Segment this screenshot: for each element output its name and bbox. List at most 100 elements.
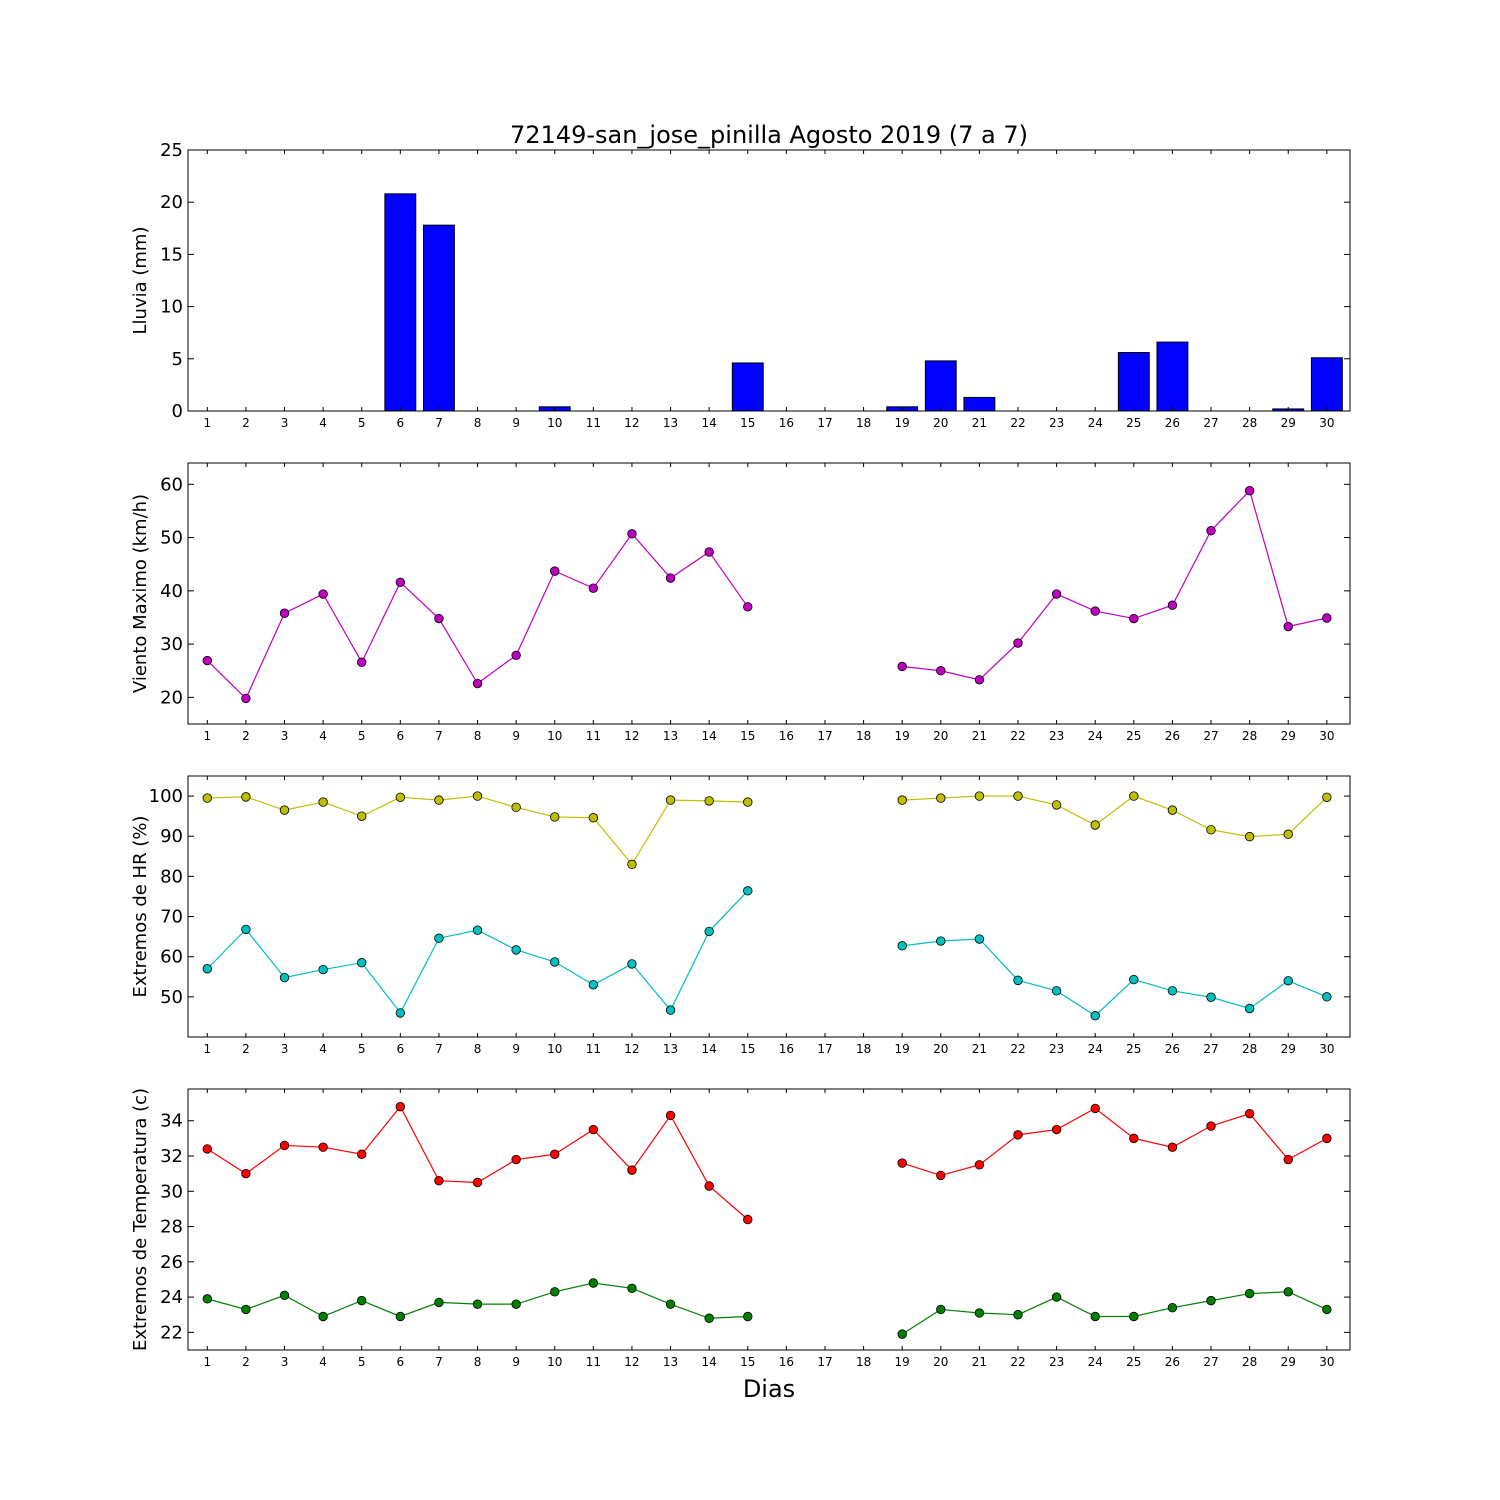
x-tick-label: 17 [817, 729, 832, 743]
y-tick-label: 25 [160, 140, 183, 161]
point-day-1 [202, 655, 213, 666]
series-1 [202, 791, 1332, 870]
x-tick-label: 6 [397, 729, 405, 743]
series-line [901, 1291, 1328, 1335]
point-day-28 [1244, 1288, 1255, 1299]
series-line [902, 1107, 1328, 1177]
point-day-21 [974, 934, 985, 944]
x-tick-label: 7 [435, 1355, 443, 1369]
x-tick-label: 25 [1126, 729, 1141, 743]
x-tick-label: 10 [547, 416, 562, 430]
x-tick-label: 15 [740, 1042, 755, 1056]
panel-2: 1 2 3 4 5 6 7 8 9 10 11 12 13 14 15 16 17 18 19 20 21 22 23 24 2… [130, 462, 1351, 743]
chart-title: 72149-san_jose_pinilla Agosto 2019 (7 a … [510, 121, 1028, 149]
x-tick-label: 5 [358, 729, 366, 743]
point-day-24 [1090, 1311, 1100, 1322]
series-line [902, 489, 1327, 681]
point-day-14 [704, 1313, 714, 1323]
point-day-30 [1322, 613, 1332, 623]
point-day-7 [434, 1297, 444, 1308]
point-day-11 [588, 980, 599, 990]
y-tick-label: 0 [172, 401, 183, 422]
point-day-26 [1167, 986, 1178, 996]
y-tick-label: 32 [160, 1146, 183, 1167]
point-day-21 [974, 1308, 985, 1318]
point-day-27 [1206, 1121, 1216, 1131]
point-day-1 [202, 793, 213, 803]
x-tick-label: 20 [933, 416, 948, 430]
series-line [207, 795, 748, 866]
point-day-8 [472, 1177, 483, 1188]
x-tick-label: 1 [203, 1355, 211, 1369]
y-tick-label: 26 [160, 1252, 183, 1273]
point-day-20 [936, 1304, 946, 1315]
point-day-20 [936, 793, 946, 803]
x-tick-label: 22 [1010, 416, 1025, 430]
point-day-15 [743, 602, 753, 612]
series-1 [202, 1101, 1332, 1225]
bar-day-25 [1117, 352, 1150, 412]
panel-3: 1 2 3 4 5 6 7 8 9 10 11 12 13 14 15 16 17 18 19 20 21 22 23 24 2… [130, 775, 1351, 1056]
x-tick-label: 26 [1165, 1042, 1180, 1056]
series-2 [202, 886, 1332, 1021]
point-day-22 [1013, 975, 1023, 986]
x-tick-label: 24 [1088, 416, 1103, 430]
point-day-19 [897, 1158, 907, 1168]
y-axis-label: Extremos de HR (%) [130, 816, 151, 998]
point-day-5 [357, 811, 367, 821]
x-tick-label: 28 [1242, 729, 1257, 743]
x-tick-label: 5 [358, 1355, 366, 1369]
x-tick-label: 29 [1281, 1355, 1296, 1369]
y-tick-label: 60 [160, 474, 183, 495]
point-day-29 [1283, 621, 1293, 632]
y-tick-label: 40 [160, 581, 183, 602]
y-tick-label: 30 [160, 1181, 183, 1202]
x-tick-label: 18 [856, 729, 871, 743]
point-day-8 [472, 925, 483, 935]
point-day-26 [1167, 1142, 1178, 1152]
x-tick-label: 21 [972, 1355, 987, 1369]
x-tick-label: 4 [319, 416, 327, 430]
x-tick-label: 19 [895, 1042, 910, 1056]
y-tick-label: 80 [160, 866, 183, 887]
x-tick-label: 27 [1203, 1042, 1218, 1056]
point-day-12 [627, 859, 637, 870]
x-tick-label: 21 [972, 416, 987, 430]
point-day-5 [357, 1295, 367, 1306]
point-day-12 [627, 1165, 637, 1175]
x-tick-label: 19 [895, 1355, 910, 1369]
x-tick-label: 27 [1203, 729, 1218, 743]
x-tick-label: 8 [474, 729, 482, 743]
point-day-9 [511, 802, 521, 813]
y-axis-label: Extremos de Temperatura (c) [130, 1088, 151, 1351]
point-day-3 [279, 608, 290, 618]
point-day-23 [1051, 986, 1062, 996]
x-tick-label: 9 [512, 1042, 520, 1056]
series-line [206, 1105, 749, 1220]
series-1 [202, 486, 1332, 704]
point-day-4 [318, 1311, 328, 1322]
point-day-8 [472, 678, 483, 689]
point-day-14 [704, 796, 714, 806]
point-day-10 [550, 957, 560, 967]
x-tick-label: 11 [586, 1042, 601, 1056]
point-day-27 [1206, 525, 1216, 536]
point-day-24 [1090, 820, 1100, 830]
point-day-21 [974, 675, 985, 685]
y-tick-label: 22 [160, 1322, 183, 1343]
point-day-30 [1322, 1133, 1332, 1144]
x-tick-label: 21 [972, 1042, 987, 1056]
x-tick-label: 25 [1126, 1042, 1141, 1056]
point-day-2 [241, 792, 251, 802]
y-tick-label: 15 [160, 244, 183, 265]
x-tick-label: 3 [281, 1355, 289, 1369]
point-day-27 [1206, 992, 1216, 1002]
point-day-28 [1244, 486, 1255, 496]
x-tick-label: 13 [663, 1355, 678, 1369]
x-tick-label: 11 [586, 729, 601, 743]
x-tick-label: 16 [779, 416, 794, 430]
point-day-22 [1013, 1310, 1023, 1320]
x-tick-label: 1 [203, 729, 211, 743]
x-tick-label: 17 [817, 416, 832, 430]
point-day-26 [1167, 805, 1178, 815]
